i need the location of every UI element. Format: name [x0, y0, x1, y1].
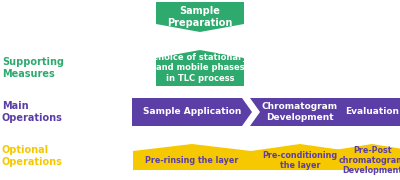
Text: Sample Application: Sample Application	[143, 107, 241, 116]
Polygon shape	[132, 98, 252, 126]
Polygon shape	[250, 98, 350, 126]
Text: Supporting
Measures: Supporting Measures	[2, 57, 64, 79]
Polygon shape	[251, 144, 349, 170]
Text: Sample
Preparation: Sample Preparation	[167, 6, 233, 28]
Polygon shape	[328, 98, 400, 126]
Text: Choice of stationary
and mobile phases
in TLC process: Choice of stationary and mobile phases i…	[152, 53, 248, 83]
Polygon shape	[328, 144, 400, 170]
Text: Pre-rinsing the layer: Pre-rinsing the layer	[145, 156, 239, 165]
Text: Optional
Operations: Optional Operations	[2, 145, 63, 167]
Text: Chromatogram
Development: Chromatogram Development	[262, 102, 338, 122]
Polygon shape	[156, 2, 244, 32]
Text: Pre-conditioning
the layer: Pre-conditioning the layer	[262, 151, 338, 170]
Text: Evaluation: Evaluation	[345, 107, 399, 116]
Polygon shape	[156, 50, 244, 86]
Text: Pre-Post
chromatogram
Development: Pre-Post chromatogram Development	[339, 146, 400, 175]
Polygon shape	[133, 144, 251, 170]
Text: Main
Operations: Main Operations	[2, 101, 63, 123]
